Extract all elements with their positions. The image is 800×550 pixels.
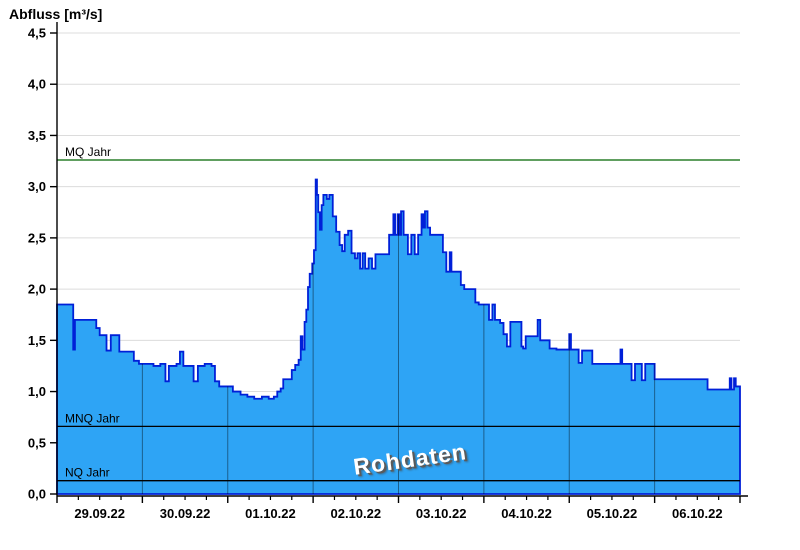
y-tick-label: 3,0 [28, 179, 46, 194]
x-tick-label: 03.10.22 [416, 506, 467, 521]
y-tick-label: 1,0 [28, 384, 46, 399]
y-tick-label: 2,0 [28, 282, 46, 297]
reference-line-mnq-jahr: MNQ Jahr [57, 411, 740, 428]
x-tick-label: 29.09.22 [74, 506, 125, 521]
y-tick-label: 2,5 [28, 230, 46, 245]
y-tick-label: 4,0 [28, 77, 46, 92]
reference-line-label: MNQ Jahr [65, 411, 120, 425]
reference-line-label: NQ Jahr [65, 466, 110, 480]
area-outline [56, 178, 741, 495]
discharge-area-series [56, 178, 741, 495]
reference-line-label: MQ Jahr [65, 145, 111, 159]
reference-line-mq-jahr: MQ Jahr [57, 145, 740, 161]
x-tick-label: 02.10.22 [331, 506, 382, 521]
chart-title: Abfluss [m³/s] [9, 6, 103, 22]
y-tick-label: 1,5 [28, 333, 46, 348]
y-tick-label: 0,0 [28, 487, 46, 502]
y-tick-label: 3,5 [28, 128, 46, 143]
x-tick-label: 05.10.22 [587, 506, 638, 521]
y-tick-label: 4,5 [28, 26, 46, 41]
reference-line-nq-jahr: NQ Jahr [57, 466, 740, 482]
x-tick-label: 30.09.22 [160, 506, 211, 521]
y-axis-ticks: 0,0 0,5 1,0 1,5 2,0 2,5 3,0 3,5 4,0 4,5 [28, 26, 57, 502]
x-tick-label: 01.10.22 [245, 506, 296, 521]
x-axis-ticks: 29.09.22 30.09.22 01.10.22 02.10.22 03.10.22… [56, 496, 741, 521]
x-tick-label: 04.10.22 [501, 506, 552, 521]
area-fill [57, 179, 740, 495]
x-tick-label: 06.10.22 [672, 506, 723, 521]
y-tick-label: 0,5 [28, 435, 46, 450]
